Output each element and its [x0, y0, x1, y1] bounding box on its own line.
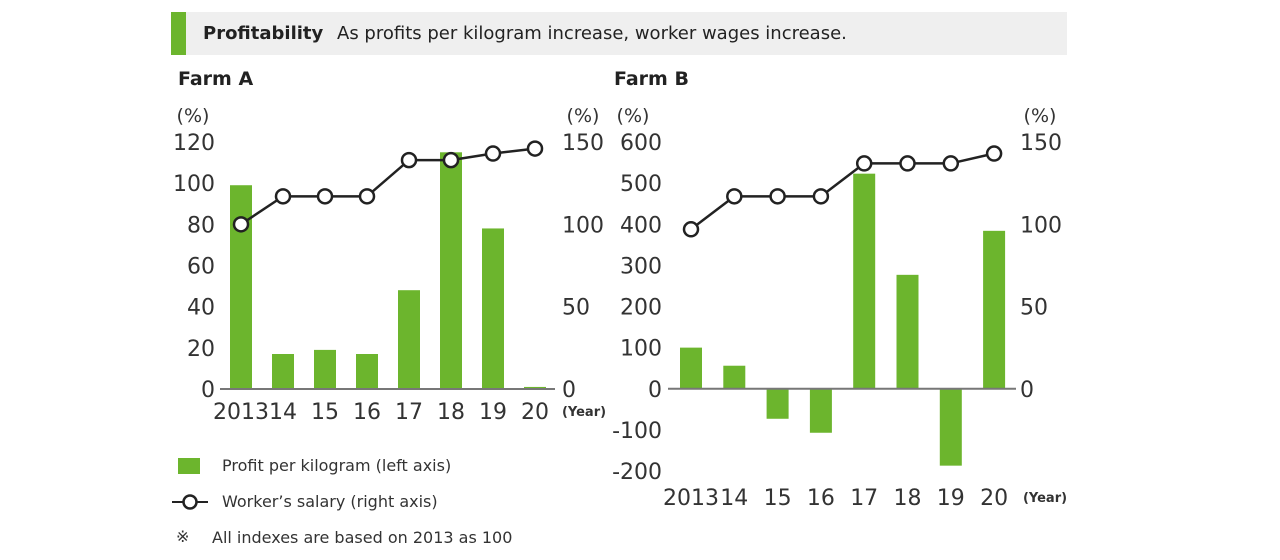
farm-a-right-tick: 0	[562, 378, 576, 403]
farm-a-left-tick: 20	[187, 337, 215, 362]
farm-b-left-tick: 200	[620, 296, 662, 321]
farm-a-left-tick: 120	[173, 131, 215, 156]
farm-a-x-tick: 18	[437, 400, 465, 425]
farm-b-left-tick: 100	[620, 337, 662, 362]
farm-b-left-tick: -200	[612, 460, 662, 485]
farm-b-x-unit: (Year)	[1023, 491, 1067, 506]
farm-b-salary-point-19	[942, 155, 960, 172]
legend-bar-label: Profit per kilogram (left axis)	[222, 456, 452, 475]
farm-a-bar-20	[524, 386, 546, 389]
farm-b-salary-point-14	[726, 188, 743, 205]
farm-a-left-tick: 60	[187, 255, 215, 280]
header-banner: Profitability As profits per kilogram in…	[171, 12, 1067, 55]
farm-b-bar-18	[896, 274, 919, 389]
farm-a-bar-19	[482, 228, 504, 389]
farm-b-bar-20	[983, 230, 1006, 389]
farm-b-left-tick: -100	[612, 419, 662, 444]
farm-a-salary-point-18	[442, 151, 460, 169]
farm-b-left-tick: 500	[620, 172, 662, 197]
farm-b-salary-point-16	[812, 188, 830, 205]
farm-a-right-tick: 50	[562, 296, 590, 321]
farm-a-right-tick: 150	[562, 131, 604, 156]
farm-b-x-tick: 16	[807, 486, 835, 511]
farm-b-right-tick: 50	[1020, 296, 1048, 321]
farm-b-left-unit: (%)	[617, 105, 650, 127]
farm-b-bar-14	[723, 365, 746, 389]
legend-line-label: Worker’s salary (right axis)	[222, 492, 438, 511]
farm-a-x-tick: 14	[269, 400, 297, 425]
farm-a-left-tick: 80	[187, 213, 215, 238]
chart-title-farm-b: Farm B	[614, 68, 689, 90]
farm-b-salary-point-2013	[682, 221, 700, 238]
farm-a-salary-point-19	[484, 145, 502, 162]
farm-b-right-tick: 150	[1020, 131, 1062, 156]
farm-a-bar-18	[440, 152, 462, 389]
farm-a-salary-point-2013	[232, 216, 250, 233]
farm-a-x-unit: (Year)	[562, 405, 606, 420]
farm-a-bar-17	[398, 290, 420, 389]
note-symbol: ※	[176, 527, 190, 546]
farm-a-salary-point-20	[526, 140, 544, 157]
farm-a-salary-point-14	[274, 188, 292, 205]
farm-b-bar-16	[809, 388, 832, 433]
farm-a-left-unit: (%)	[177, 105, 210, 127]
farm-a-salary-point-17	[400, 151, 418, 169]
farm-a-x-tick: 16	[353, 400, 381, 425]
farm-b-bar-19	[939, 388, 962, 466]
farm-b-x-tick: 19	[937, 486, 965, 511]
farm-a-left-tick: 0	[201, 378, 215, 403]
chart-title-farm-a: Farm A	[178, 68, 254, 90]
farm-b-x-tick: 15	[764, 486, 792, 511]
farm-a-x-tick: 15	[311, 400, 339, 425]
farm-b-left-tick: 300	[620, 254, 662, 279]
farm-a-x-tick: 20	[521, 400, 549, 425]
farm-b-x-tick: 18	[894, 486, 922, 511]
farm-a-left-tick: 40	[187, 296, 215, 321]
farm-a-right-unit: (%)	[567, 105, 600, 127]
note-text: All indexes are based on 2013 as 100	[212, 528, 513, 547]
farm-b-left-tick: 400	[620, 213, 662, 238]
farm-a-x-tick: 2013	[213, 400, 269, 425]
farm-a-bar-14	[272, 354, 294, 389]
header-subtitle: As profits per kilogram increase, worker…	[337, 23, 847, 44]
farm-a-right-tick: 100	[562, 213, 604, 238]
farm-a-salary-point-15	[316, 188, 334, 205]
farm-b-bar-17	[853, 173, 876, 389]
farm-a-x-tick: 19	[479, 400, 507, 425]
farm-b-x-tick: 14	[720, 486, 748, 511]
farm-a-x-tick: 17	[395, 400, 423, 425]
farm-b-bar-15	[766, 388, 789, 419]
farm-a-bar-16	[356, 354, 378, 389]
header-title: Profitability	[203, 23, 324, 44]
farm-b-right-unit: (%)	[1024, 105, 1057, 127]
farm-b-left-tick: 600	[620, 131, 662, 156]
farm-b-salary-point-18	[899, 155, 916, 172]
farm-b-salary-point-15	[769, 188, 786, 205]
farm-b-salary-point-17	[855, 155, 873, 172]
accent-bar	[171, 12, 186, 55]
farm-a-bar-15	[314, 349, 336, 389]
legend-line-marker-icon	[172, 494, 208, 510]
farm-a-left-tick: 100	[173, 172, 215, 197]
farm-b-left-tick: 0	[648, 378, 662, 403]
farm-b-x-tick: 17	[850, 486, 878, 511]
farm-a-salary-point-16	[358, 188, 376, 205]
farm-a-bar-2013	[230, 185, 252, 389]
farm-b-x-tick: 2013	[663, 486, 719, 511]
farm-b-right-tick: 100	[1020, 213, 1062, 238]
legend-bar-swatch	[178, 458, 200, 474]
farm-b-right-tick: 0	[1020, 378, 1034, 403]
farm-b-bar-2013	[680, 347, 702, 389]
farm-b-x-tick: 20	[980, 486, 1008, 511]
farm-b-salary-point-20	[985, 145, 1003, 162]
